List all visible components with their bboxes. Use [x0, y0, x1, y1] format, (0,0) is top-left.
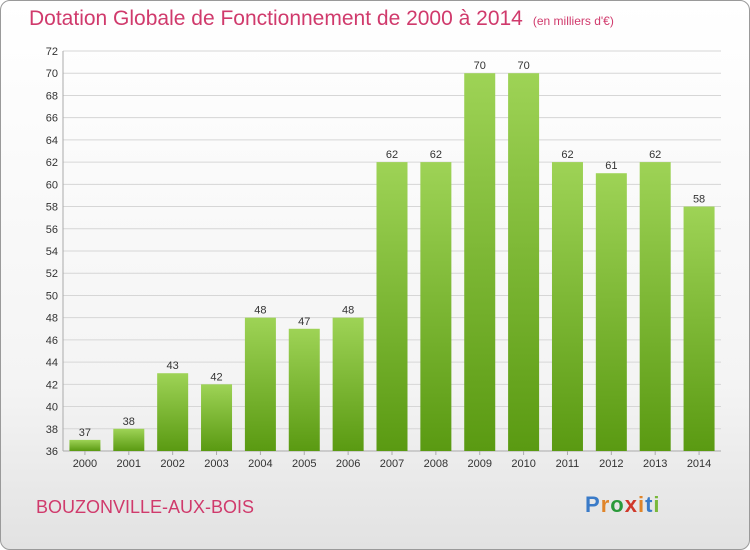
x-tick-label: 2007: [380, 458, 404, 470]
bar: [288, 328, 320, 451]
y-tick-label: 56: [46, 224, 58, 236]
bar: [69, 439, 101, 451]
bars: [69, 73, 715, 451]
bar: [683, 206, 715, 451]
x-tick-label: 2014: [687, 458, 711, 470]
data-label: 62: [561, 149, 573, 161]
x-tick-label: 2001: [117, 458, 141, 470]
bar: [376, 162, 408, 451]
y-tick-label: 70: [46, 68, 58, 80]
data-label: 47: [298, 316, 310, 328]
x-tick-label: 2010: [511, 458, 535, 470]
x-tick-label: 2003: [204, 458, 228, 470]
data-label: 58: [693, 194, 705, 206]
bar: [464, 73, 496, 451]
data-label: 70: [474, 60, 486, 72]
y-tick-label: 42: [46, 379, 58, 391]
x-tick-label: 2006: [336, 458, 360, 470]
bar: [595, 173, 627, 451]
logo-letter: P: [585, 492, 601, 517]
axes: 36 38 40 42 44 46 48 50 52 54 56 58 60 62 64 66 68 70 72 20…: [46, 46, 721, 470]
proxiti-logo: Proxiti: [585, 492, 661, 518]
commune-name: BOUZONVILLE-AUX-BOIS: [36, 497, 255, 517]
y-tick-label: 40: [46, 402, 58, 414]
y-tick-label: 50: [46, 290, 58, 302]
x-tick-label: 2004: [248, 458, 272, 470]
bar: [244, 317, 276, 451]
x-tick-label: 2011: [556, 458, 580, 470]
x-tick-label: 2012: [599, 458, 623, 470]
logo-letter: i: [653, 492, 661, 517]
y-tick-label: 36: [46, 446, 58, 458]
x-tick-label: 2013: [643, 458, 667, 470]
bar: [332, 317, 364, 451]
bar: [201, 384, 233, 451]
chart-title: Dotation Globale de Fonctionnement de 20…: [29, 7, 614, 31]
x-tick-label: 2005: [292, 458, 316, 470]
y-tick-label: 58: [46, 202, 58, 214]
x-tick-label: 2008: [424, 458, 448, 470]
y-tick-label: 72: [46, 46, 58, 58]
data-label: 37: [79, 427, 91, 439]
data-label: 38: [123, 416, 135, 428]
logo-letter: i: [637, 492, 646, 517]
y-tick-label: 38: [46, 424, 58, 436]
y-tick-label: 48: [46, 313, 58, 325]
logo-letter: r: [600, 492, 611, 517]
x-tick-label: 2009: [467, 458, 491, 470]
data-label: 62: [430, 149, 442, 161]
data-label: 62: [649, 149, 661, 161]
y-tick-label: 68: [46, 90, 58, 102]
logo-letter: o: [610, 492, 625, 517]
bar: [113, 428, 145, 451]
chart-title-text: Dotation Globale de Fonctionnement de 20…: [29, 7, 523, 30]
logo-letter: x: [624, 492, 638, 517]
y-tick-label: 54: [46, 246, 58, 258]
data-label: 48: [342, 305, 354, 317]
x-tick-label: 2002: [160, 458, 184, 470]
y-tick-label: 52: [46, 268, 58, 280]
y-tick-label: 62: [46, 157, 58, 169]
data-label: 43: [167, 360, 179, 372]
y-tick-label: 44: [46, 357, 58, 369]
data-label: 48: [254, 305, 266, 317]
data-label: 42: [210, 371, 222, 383]
y-tick-label: 46: [46, 335, 58, 347]
y-tick-label: 64: [46, 135, 58, 147]
chart-unit: (en milliers d'€): [532, 14, 614, 28]
y-tick-label: 60: [46, 179, 58, 191]
data-label: 61: [605, 160, 617, 172]
y-tick-label: 66: [46, 113, 58, 125]
logo-letter: t: [645, 492, 654, 517]
data-label: 62: [386, 149, 398, 161]
bar: [420, 162, 452, 451]
data-label: 70: [517, 60, 529, 72]
bar: [639, 162, 671, 451]
bar: [157, 373, 189, 451]
bar: [508, 73, 540, 451]
bar: [551, 162, 583, 451]
x-tick-label: 2000: [73, 458, 97, 470]
data-labels: 37 38 43 42 48 47 48 62 62 70 70 62 61 62 58: [79, 60, 705, 439]
